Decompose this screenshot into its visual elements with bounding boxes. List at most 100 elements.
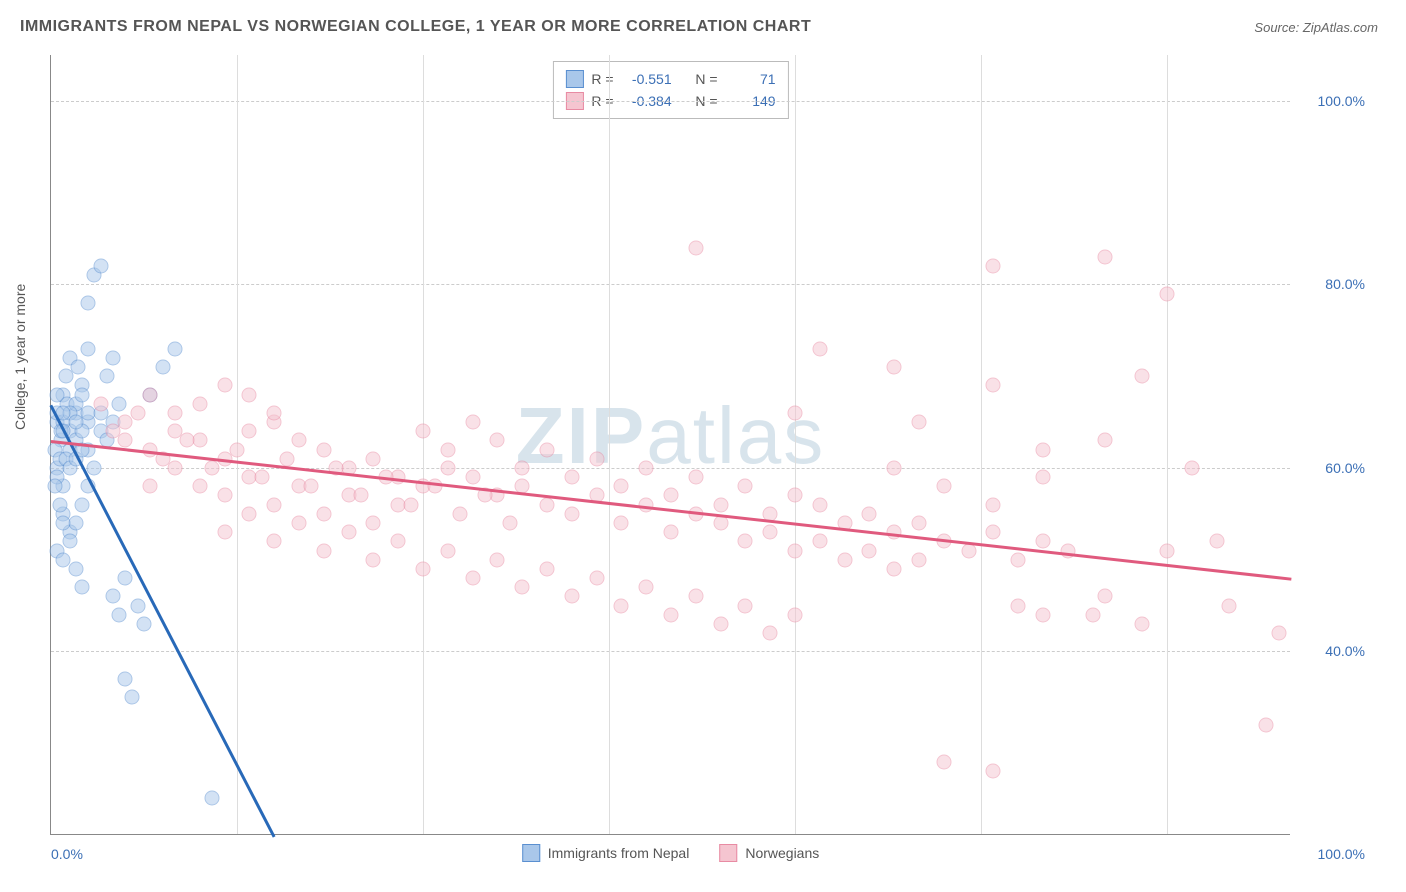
scatter-point xyxy=(205,460,220,475)
scatter-point xyxy=(56,516,71,531)
scatter-point xyxy=(279,451,294,466)
scatter-point xyxy=(1036,534,1051,549)
scatter-point xyxy=(230,442,245,457)
scatter-point xyxy=(75,387,90,402)
scatter-point xyxy=(986,525,1001,540)
scatter-point xyxy=(440,460,455,475)
scatter-point xyxy=(440,442,455,457)
scatter-point xyxy=(93,396,108,411)
legend-item: Norwegians xyxy=(719,844,819,862)
chart-plot-area: ZIPatlas R =-0.551 N =71R =-0.384 N =149… xyxy=(50,55,1290,835)
scatter-point xyxy=(912,415,927,430)
scatter-point xyxy=(465,415,480,430)
scatter-point xyxy=(862,506,877,521)
scatter-point xyxy=(1036,442,1051,457)
legend-label: Norwegians xyxy=(745,845,819,861)
scatter-point xyxy=(564,589,579,604)
scatter-point xyxy=(143,387,158,402)
scatter-point xyxy=(304,479,319,494)
gridline-vertical xyxy=(423,55,424,834)
scatter-point xyxy=(515,460,530,475)
scatter-point xyxy=(1036,470,1051,485)
scatter-point xyxy=(354,488,369,503)
scatter-point xyxy=(738,534,753,549)
scatter-point xyxy=(316,543,331,558)
scatter-point xyxy=(316,442,331,457)
scatter-point xyxy=(180,433,195,448)
y-tick-label: 40.0% xyxy=(1300,643,1365,659)
trend-line xyxy=(50,404,275,836)
scatter-point xyxy=(763,525,778,540)
scatter-point xyxy=(961,543,976,558)
scatter-point xyxy=(118,433,133,448)
scatter-point xyxy=(912,516,927,531)
scatter-point xyxy=(192,396,207,411)
scatter-point xyxy=(540,497,555,512)
scatter-point xyxy=(664,525,679,540)
scatter-point xyxy=(986,259,1001,274)
scatter-point xyxy=(986,378,1001,393)
y-tick-label: 100.0% xyxy=(1300,93,1365,109)
scatter-point xyxy=(62,534,77,549)
y-tick-label: 80.0% xyxy=(1300,276,1365,292)
scatter-point xyxy=(47,479,62,494)
scatter-point xyxy=(862,543,877,558)
scatter-point xyxy=(242,424,257,439)
scatter-point xyxy=(217,488,232,503)
scatter-point xyxy=(639,460,654,475)
scatter-point xyxy=(453,506,468,521)
chart-title: IMMIGRANTS FROM NEPAL VS NORWEGIAN COLLE… xyxy=(20,18,811,36)
scatter-point xyxy=(540,442,555,457)
scatter-point xyxy=(465,470,480,485)
scatter-point xyxy=(87,460,102,475)
scatter-point xyxy=(242,506,257,521)
scatter-point xyxy=(713,497,728,512)
scatter-point xyxy=(1135,616,1150,631)
scatter-point xyxy=(1011,598,1026,613)
scatter-point xyxy=(93,259,108,274)
scatter-point xyxy=(428,479,443,494)
scatter-point xyxy=(124,690,139,705)
x-tick-label-left: 0.0% xyxy=(51,846,83,862)
scatter-point xyxy=(168,341,183,356)
scatter-point xyxy=(403,497,418,512)
scatter-point xyxy=(589,571,604,586)
scatter-point xyxy=(639,580,654,595)
scatter-point xyxy=(1160,543,1175,558)
scatter-point xyxy=(936,479,951,494)
scatter-point xyxy=(763,626,778,641)
scatter-point xyxy=(788,405,803,420)
gridline-vertical xyxy=(609,55,610,834)
scatter-point xyxy=(713,616,728,631)
scatter-point xyxy=(106,424,121,439)
scatter-point xyxy=(564,470,579,485)
scatter-point xyxy=(217,525,232,540)
scatter-point xyxy=(118,571,133,586)
scatter-point xyxy=(812,497,827,512)
stat-n-label: N = xyxy=(695,71,717,87)
y-axis-title: College, 1 year or more xyxy=(12,284,28,430)
scatter-point xyxy=(1271,626,1286,641)
stat-n-value: 71 xyxy=(726,71,776,87)
scatter-point xyxy=(986,763,1001,778)
legend-label: Immigrants from Nepal xyxy=(548,845,690,861)
scatter-point xyxy=(75,497,90,512)
scatter-point xyxy=(1085,607,1100,622)
source-label: Source: xyxy=(1254,20,1299,35)
y-tick-label: 60.0% xyxy=(1300,460,1365,476)
legend-swatch xyxy=(565,70,583,88)
scatter-point xyxy=(614,516,629,531)
scatter-point xyxy=(738,479,753,494)
stats-row: R =-0.551 N =71 xyxy=(565,68,775,90)
watermark-bold: ZIP xyxy=(516,390,646,479)
scatter-point xyxy=(341,525,356,540)
scatter-point xyxy=(540,561,555,576)
scatter-point xyxy=(788,543,803,558)
gridline-vertical xyxy=(981,55,982,834)
scatter-point xyxy=(1135,369,1150,384)
watermark-light: atlas xyxy=(646,390,825,479)
scatter-point xyxy=(267,405,282,420)
scatter-point xyxy=(68,561,83,576)
scatter-point xyxy=(1098,433,1113,448)
scatter-point xyxy=(788,607,803,622)
